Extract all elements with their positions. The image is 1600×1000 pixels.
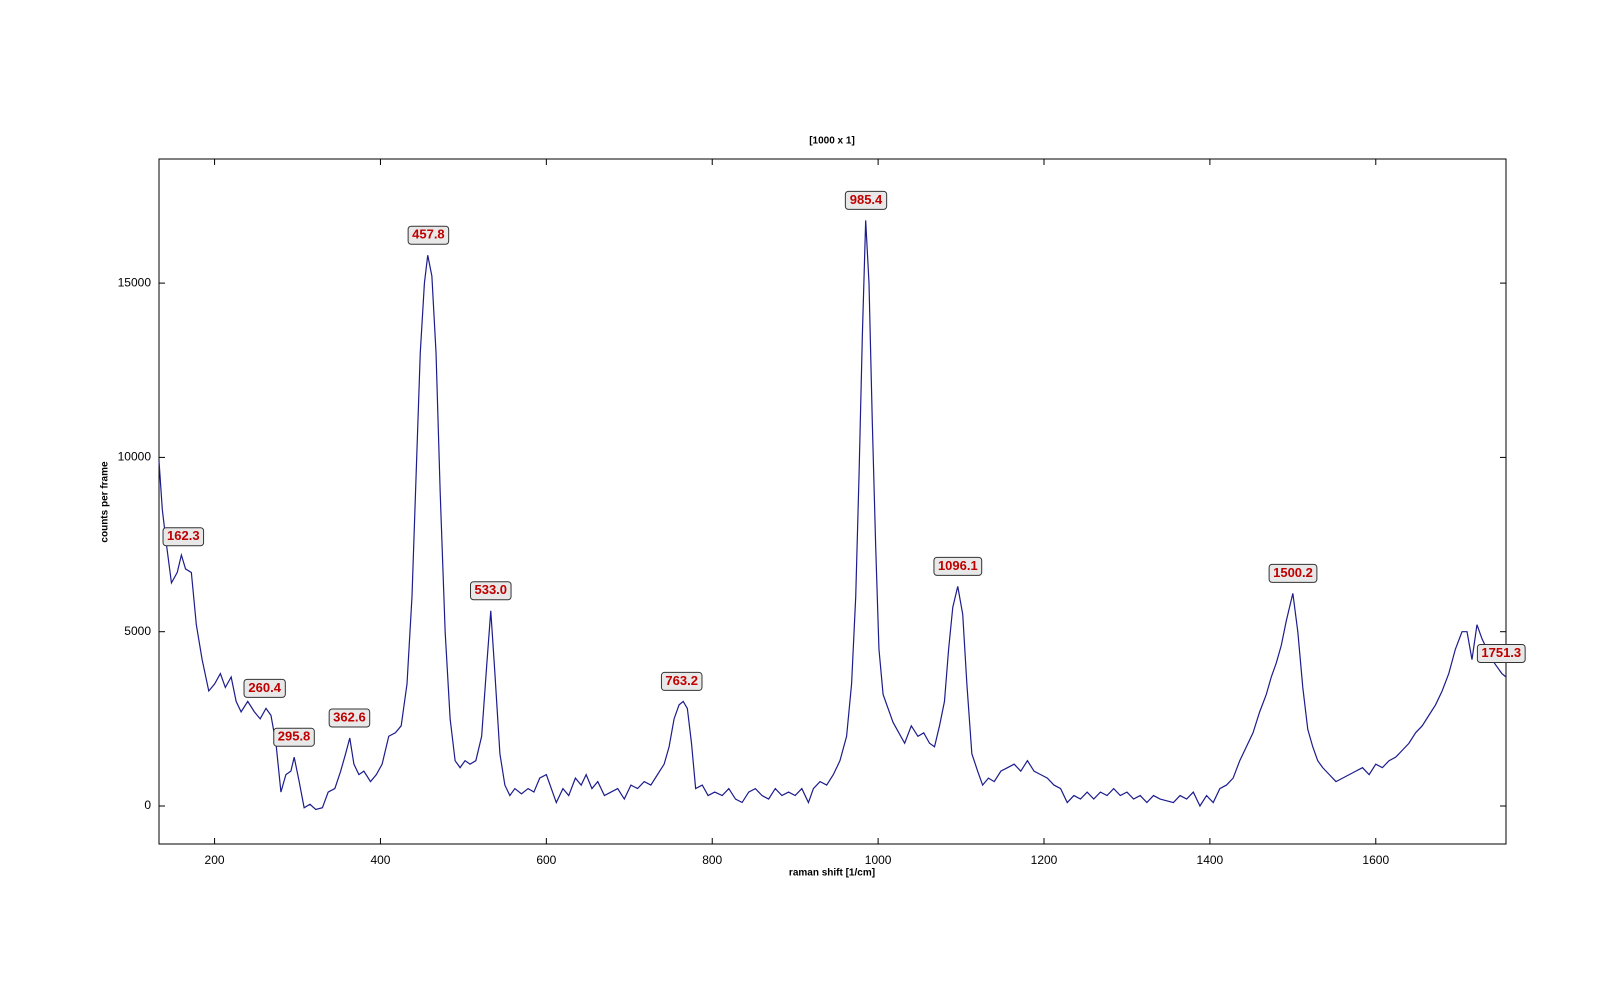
y-tick-label: 0	[144, 798, 151, 812]
x-tick-label: 400	[370, 853, 390, 867]
x-tick-label: 1000	[865, 853, 892, 867]
peak-label: 1751.3	[1481, 645, 1521, 660]
peak-label-box	[162, 527, 205, 547]
spectrum-line	[158, 220, 1507, 811]
peak-label-box	[273, 727, 315, 747]
x-tick-label: 800	[702, 853, 722, 867]
x-tick-label: 1200	[1031, 853, 1058, 867]
peak-label: 763.2	[665, 673, 698, 688]
peak-label: 295.8	[278, 729, 311, 744]
peak-label-box	[1476, 644, 1526, 664]
peak-label: 1500.2	[1273, 565, 1313, 580]
x-tick-label: 600	[536, 853, 556, 867]
peak-label: 1096.1	[938, 558, 978, 573]
peak-label: 362.6	[333, 709, 366, 724]
y-tick-label: 15000	[118, 275, 152, 289]
peak-label-box	[328, 708, 371, 728]
peak-label: 457.8	[412, 227, 445, 242]
peak-label-box	[407, 225, 450, 245]
peak-label-box	[469, 581, 512, 601]
plot-frame	[158, 158, 1507, 845]
peak-label-box	[660, 671, 703, 691]
x-axis-label: raman shift [1/cm]	[789, 868, 875, 879]
peak-label: 533.0	[474, 582, 507, 597]
peak-label: 260.4	[248, 680, 281, 695]
y-axis-label: counts per frame	[100, 461, 111, 543]
chart-title: [1000 x 1]	[809, 136, 855, 147]
x-tick-label: 1400	[1197, 853, 1224, 867]
y-tick-label: 10000	[118, 450, 152, 464]
peak-label-box	[243, 678, 286, 698]
peak-label: 162.3	[167, 528, 200, 543]
peak-label-box	[933, 556, 983, 576]
peak-label-box	[1268, 563, 1318, 583]
peak-label-box	[844, 190, 888, 210]
peak-label: 985.4	[850, 192, 883, 207]
x-tick-label: 200	[205, 853, 225, 867]
y-tick-label: 5000	[124, 624, 151, 638]
x-tick-label: 1600	[1362, 853, 1389, 867]
